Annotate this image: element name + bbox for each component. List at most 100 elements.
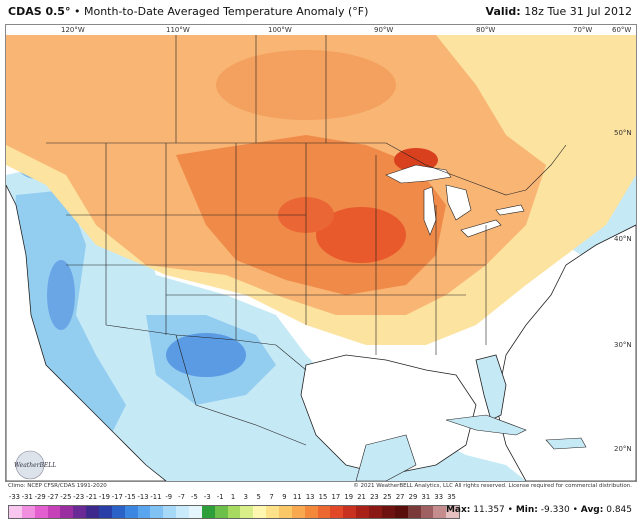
valid-label: Valid: xyxy=(485,5,521,18)
colorbar-tick-label: 27 xyxy=(395,493,405,501)
stats-summary: Max: 11.357 • Min: -9.330 • Avg: 0.845 xyxy=(445,505,632,515)
valid-value: 18z Tue 31 Jul 2012 xyxy=(524,5,632,18)
colorbar-swatch xyxy=(163,506,177,518)
political-boundaries xyxy=(46,35,567,446)
lon-label-80w: 80°W xyxy=(476,26,495,34)
colorbar-swatch xyxy=(86,506,100,518)
colorbar-tick-label: -33 xyxy=(8,493,20,501)
colorbar-swatch xyxy=(201,506,215,518)
colorbar-swatch xyxy=(124,506,138,518)
map-title: CDAS 0.5° • Month-to-Date Averaged Tempe… xyxy=(8,5,368,18)
avg-label: Avg: xyxy=(580,505,604,515)
colorbar-swatch xyxy=(60,506,74,518)
colorbar-tick-label: 31 xyxy=(421,493,431,501)
colorbar-tick-label: -1 xyxy=(216,493,224,501)
colorbar-swatch xyxy=(446,506,460,518)
colorbar-swatch xyxy=(214,506,228,518)
max-label: Max: xyxy=(445,505,471,515)
lake-michigan xyxy=(423,186,437,236)
cuba xyxy=(445,414,527,436)
lake-superior xyxy=(385,164,452,184)
colorbar-swatch xyxy=(279,506,292,518)
anomaly-map: 120°W 110°W 100°W 90°W 80°W 70°W 60°W 50… xyxy=(5,24,637,482)
colorbar-swatch xyxy=(420,506,434,518)
colorbar-tick-label: 29 xyxy=(408,493,418,501)
lon-label-70w: 70°W xyxy=(573,26,592,34)
colorbar-swatch xyxy=(394,506,408,518)
colorbar-tick-label: 21 xyxy=(357,493,366,501)
florida-peninsula xyxy=(475,354,507,421)
lon-label-90w: 90°W xyxy=(374,26,393,34)
us-canada-border xyxy=(46,142,567,196)
colorbar-swatch xyxy=(317,506,331,518)
colorbar-swatch xyxy=(47,506,61,518)
avg-value: 0.845 xyxy=(606,505,632,515)
colorbar-swatch xyxy=(176,506,190,518)
model-name: CDAS 0.5° xyxy=(8,5,71,18)
colorbar-swatch xyxy=(150,506,164,518)
colorbar-swatch xyxy=(189,506,202,518)
lon-label-110w: 110°W xyxy=(166,26,190,34)
copyright-notice: © 2021 WeatherBELL Analytics, LLC All ri… xyxy=(353,483,632,489)
product-title: Month-to-Date Averaged Temperature Anoma… xyxy=(83,5,369,18)
colorbar-tick-label: 33 xyxy=(434,493,444,501)
colorbar-tick-label: 7 xyxy=(269,493,274,501)
mexico-state-lines xyxy=(175,334,307,446)
colorbar-swatch xyxy=(240,506,254,518)
gulf-of-mexico xyxy=(300,354,477,476)
weatherbell-logo: WeatherBELL xyxy=(14,450,56,480)
colorbar-tick-label: -31 xyxy=(21,493,33,501)
colorbar-tick-label: -19 xyxy=(98,493,110,501)
colorbar-swatch xyxy=(433,506,447,518)
colorbar-swatch xyxy=(9,506,22,518)
colorbar-tick-label: -13 xyxy=(137,493,149,501)
logo-text: WeatherBELL xyxy=(14,462,56,469)
colorbar-tick-label: -5 xyxy=(191,493,198,501)
colorbar-tick-label: -27 xyxy=(47,493,59,501)
colorbar-swatch xyxy=(21,506,35,518)
colorbar-tick-label: -9 xyxy=(165,493,173,501)
hispaniola xyxy=(545,437,587,450)
anomaly-hot-spot-iowa xyxy=(316,207,406,263)
colorbar-tick-label: 19 xyxy=(344,493,354,501)
pacific-ocean xyxy=(6,184,167,481)
lake-ontario xyxy=(495,204,525,216)
max-value: 11.357 xyxy=(473,505,505,515)
anomaly-warm-canada xyxy=(216,50,396,120)
min-label: Min: xyxy=(515,505,538,515)
colorbar-tick-label: -3 xyxy=(203,493,211,501)
colorbar-tick-label: -7 xyxy=(178,493,185,501)
yucatan xyxy=(355,434,417,481)
colorbar-swatch xyxy=(369,506,382,518)
colorbar-tick-label: -29 xyxy=(34,493,46,501)
colorbar-tick-label: 17 xyxy=(331,493,341,501)
colorbar-swatch xyxy=(343,506,357,518)
colorbar-tick-label: 25 xyxy=(382,493,392,501)
colorbar-swatch xyxy=(330,506,344,518)
min-value: -9.330 xyxy=(540,505,570,515)
colorbar-swatch xyxy=(73,506,87,518)
colorbar-swatch xyxy=(34,506,48,518)
colorbar-tick-label: 9 xyxy=(282,493,287,501)
colorbar-swatch xyxy=(266,506,280,518)
colorbar-tick-label: 15 xyxy=(318,493,328,501)
colorbar-swatch xyxy=(111,506,125,518)
colorbar-tick-label: 5 xyxy=(256,493,261,501)
colorbar-swatch xyxy=(253,506,267,518)
lat-label-40n: 40°N xyxy=(614,235,632,243)
colorbar-swatch xyxy=(407,506,421,518)
lon-label-100w: 100°W xyxy=(268,26,292,34)
colorbar-tick-label: 23 xyxy=(370,493,379,501)
climo-credit: Climo: NCEP CFSR/CDAS 1991-2020 xyxy=(8,483,107,489)
lat-label-30n: 30°N xyxy=(614,341,632,349)
map-canvas: 120°W 110°W 100°W 90°W 80°W 70°W 60°W 50… xyxy=(6,25,636,481)
anomaly-hot-spot-superior xyxy=(394,148,438,172)
colorbar-tick-label: 11 xyxy=(292,493,302,501)
colorbar-tick-label: 3 xyxy=(243,493,249,501)
colorbar-tick-label: -17 xyxy=(111,493,123,501)
title-separator: • xyxy=(73,5,81,18)
colorbar-tick-label: -11 xyxy=(150,493,162,501)
lon-label-120w: 120°W xyxy=(61,26,85,34)
lake-huron xyxy=(445,184,472,221)
colorbar-tick-label: -25 xyxy=(60,493,72,501)
